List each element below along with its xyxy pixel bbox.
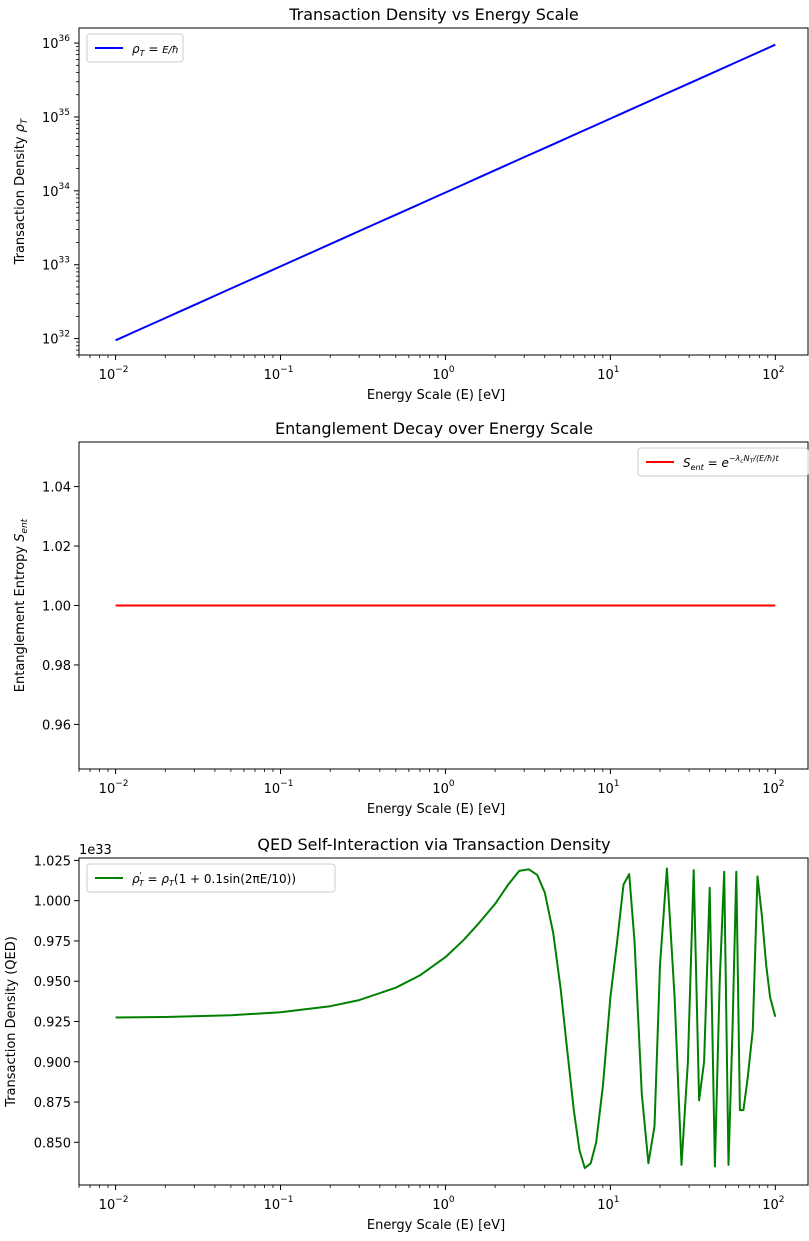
series-line: [115, 867, 777, 1170]
chart-title: QED Self-Interaction via Transaction Den…: [257, 835, 610, 854]
x-tick-label: 100: [432, 1195, 455, 1213]
x-tick-label: 10−1: [264, 1195, 294, 1213]
y-tick-label: 0.950: [34, 975, 71, 990]
y-tick-label: 0.900: [34, 1056, 71, 1071]
y-axis-label: Transaction Density ρT: [13, 117, 30, 265]
legend-label: ρ' T = ρT(1 + 0.1sin(2πE/10)): [132, 871, 296, 888]
legend: ρ' T = ρT(1 + 0.1sin(2πE/10)): [86, 863, 336, 893]
y-tick-label: 1032: [42, 330, 70, 348]
x-axis-label: Energy Scale (E) [eV]: [367, 802, 505, 817]
x-axis-label: Energy Scale (E) [eV]: [367, 388, 505, 403]
y-offset-label: 1e33: [79, 843, 112, 858]
x-tick-label: 10−2: [99, 365, 129, 383]
chart-title: Entanglement Decay over Energy Scale: [275, 419, 593, 438]
y-tick-label: 0.975: [34, 935, 71, 950]
y-tick-label: 1034: [42, 182, 70, 200]
y-axis-label: Entanglement Entropy Sent: [13, 518, 30, 692]
y-tick-label: 1.02: [42, 540, 71, 555]
x-tick-label: 100: [432, 779, 455, 797]
x-tick-label: 10−2: [99, 779, 129, 797]
legend-label: ρT = E/ħ: [132, 42, 179, 58]
x-tick-label: 101: [597, 1195, 619, 1213]
y-axis-label: Transaction Density (QED): [4, 936, 19, 1108]
x-tick-label: 101: [597, 365, 619, 383]
y-tick-label: 1035: [42, 108, 70, 126]
chart-panel-1: Transaction Density vs Energy Scale 10−2 1…: [13, 5, 809, 403]
y-tick-label: 1.000: [34, 895, 71, 910]
legend: ρT = E/ħ: [86, 33, 184, 63]
plot-frame: [78, 857, 809, 1186]
x-tick-label: 10−2: [99, 1195, 129, 1213]
x-tick-label: 102: [762, 779, 784, 797]
chart-panel-3: QED Self-Interaction via Transaction Den…: [4, 835, 809, 1233]
y-tick-label: 0.925: [34, 1016, 71, 1031]
legend-box: [637, 447, 809, 477]
y-tick-label: 1036: [42, 34, 70, 52]
chart-panel-2: Entanglement Decay over Energy Scale 10−2…: [13, 419, 809, 817]
y-tick-label: 0.875: [34, 1096, 71, 1111]
y-tick-label: 1.025: [34, 854, 71, 869]
legend-label: Sent = e−λcNT/(E/ħ)t: [683, 454, 779, 472]
x-axis-label: Energy Scale (E) [eV]: [367, 1218, 505, 1233]
x-tick-label: 10−1: [264, 779, 294, 797]
x-tick-label: 10−1: [264, 365, 294, 383]
y-tick-label: 1.04: [42, 481, 71, 496]
x-tick-label: 102: [762, 365, 784, 383]
x-tick-label: 102: [762, 1195, 784, 1213]
series-line: [115, 43, 776, 342]
legend: Sent = e−λcNT/(E/ħ)t: [637, 447, 809, 477]
y-tick-label: 0.96: [42, 718, 71, 733]
y-tick-label: 0.98: [42, 659, 71, 674]
x-tick-label: 101: [597, 779, 619, 797]
y-tick-label: 1.00: [42, 600, 71, 615]
plot-frame: [78, 27, 809, 356]
legend-box: [86, 863, 336, 893]
legend-box: [86, 33, 184, 63]
y-tick-label: 1033: [42, 256, 70, 274]
chart-title: Transaction Density vs Energy Scale: [288, 5, 579, 24]
x-tick-label: 100: [432, 365, 455, 383]
y-tick-label: 0.850: [34, 1136, 71, 1151]
